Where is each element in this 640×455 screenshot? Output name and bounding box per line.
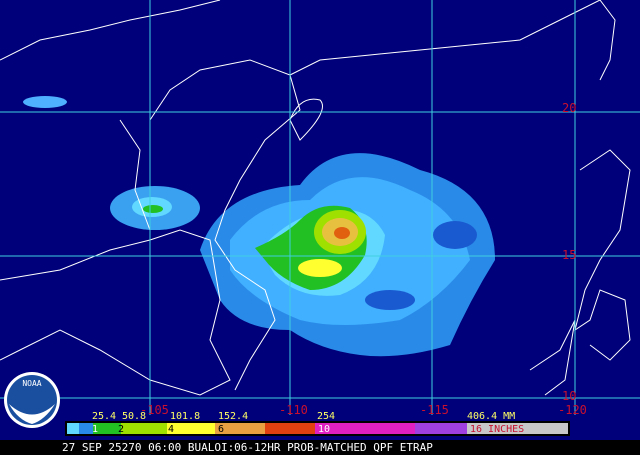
footer-bar [0, 440, 640, 455]
scale-mm-label: 50.8 [122, 411, 146, 422]
longitude-label: -110 [279, 403, 308, 417]
scale-inch-label: 4 [168, 424, 174, 435]
scale-mm-label: 152.4 [218, 411, 248, 422]
longitude-label: -120 [558, 403, 587, 417]
scale-mm-label: 406.4 MM [467, 411, 515, 422]
scale-mm-label: 254 [317, 411, 335, 422]
longitude-label: -105 [140, 403, 169, 417]
scale-inch-label: 2 [118, 424, 124, 435]
scale-inch-label: 6 [218, 424, 224, 435]
noaa-logo: NOAA [4, 372, 60, 428]
latitude-label: 15 [562, 248, 576, 262]
longitude-label: -115 [420, 403, 449, 417]
latitude-label: 10 [562, 389, 576, 403]
footer-text: 27 SEP 25270 06:00 BUALOI:06-12HR PROB-M… [62, 441, 433, 454]
latitude-label: 20 [562, 101, 576, 115]
scale-mm-label: 25.4 [92, 411, 116, 422]
logo-text: NOAA [22, 379, 41, 388]
scale-inch-label: 10 [318, 424, 330, 435]
scale-inch-label: 1 [92, 424, 98, 435]
color-scale [65, 421, 570, 436]
scale-mm-label: 101.8 [170, 411, 200, 422]
scale-inch-label: 16 INCHES [470, 424, 524, 435]
graticule [0, 0, 640, 415]
